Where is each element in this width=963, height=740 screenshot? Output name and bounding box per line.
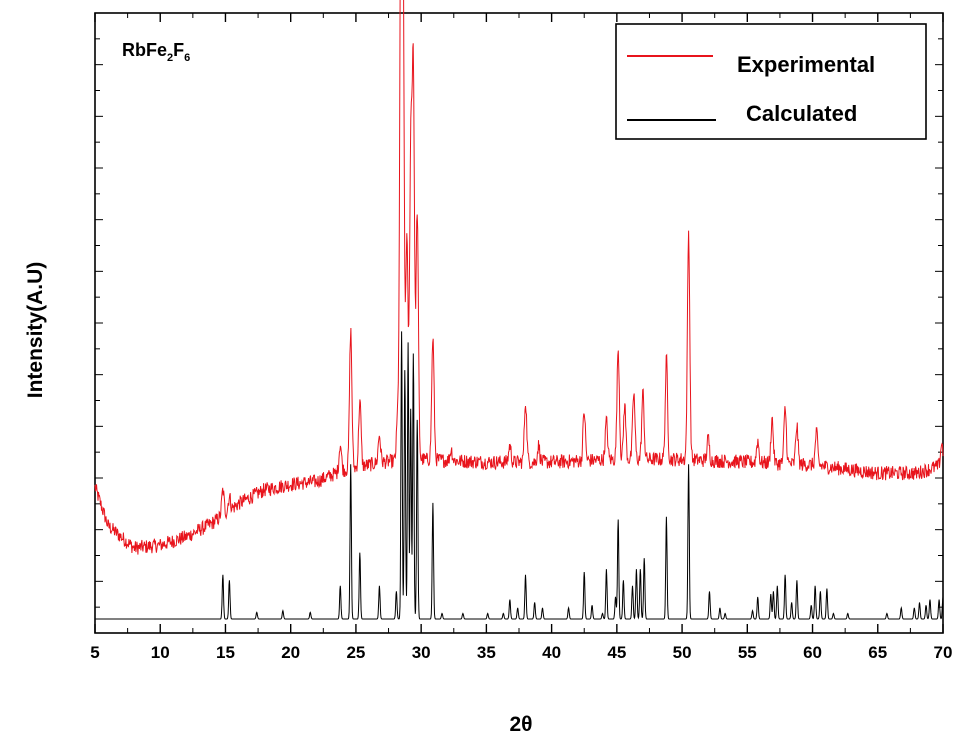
compound-annotation: RbFe2F6 xyxy=(122,40,190,64)
series-line-calculated xyxy=(95,331,944,620)
annotation-mid: F xyxy=(173,40,184,60)
annotation-base: RbFe xyxy=(122,40,167,60)
x-tick-label: 45 xyxy=(607,643,626,662)
major-ticks xyxy=(94,13,944,633)
x-tick-label: 10 xyxy=(151,643,170,662)
series-line-experimental xyxy=(94,0,944,555)
x-tick-label: 70 xyxy=(934,643,953,662)
x-tick-labels: 5 10 15 20 25 30 35 40 45 50 55 60 65 70 xyxy=(90,643,952,662)
annotation-sub-1: 2 xyxy=(167,52,173,64)
y-axis-title: Intensity(A.U) xyxy=(24,262,47,399)
x-tick-label: 5 xyxy=(90,643,99,662)
x-tick-label: 35 xyxy=(477,643,496,662)
annotation-sub-2: 6 xyxy=(184,52,190,64)
x-tick-label: 15 xyxy=(216,643,235,662)
x-tick-label: 55 xyxy=(738,643,757,662)
x-axis-title: 2θ xyxy=(509,713,532,736)
x-tick-label: 65 xyxy=(868,643,887,662)
x-tick-label: 20 xyxy=(281,643,300,662)
x-tick-label: 50 xyxy=(673,643,692,662)
x-tick-label: 25 xyxy=(346,643,365,662)
x-tick-label: 60 xyxy=(803,643,822,662)
x-tick-label: 30 xyxy=(412,643,431,662)
legend-label-experimental: Experimental xyxy=(737,52,875,77)
legend-label-calculated: Calculated xyxy=(746,101,857,126)
minor-ticks xyxy=(95,13,943,633)
x-tick-label: 40 xyxy=(542,643,561,662)
